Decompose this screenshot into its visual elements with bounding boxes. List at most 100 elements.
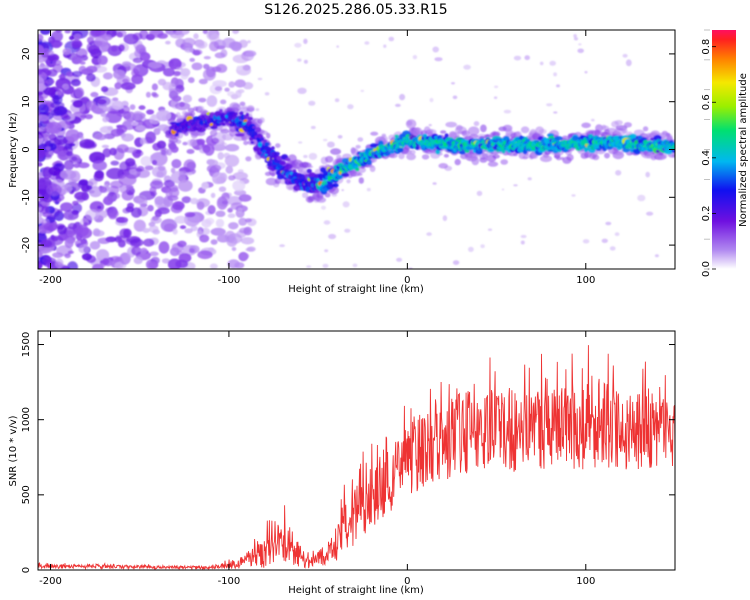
heatmap-cell	[210, 227, 226, 236]
heatmap-cell	[238, 194, 252, 202]
heatmap-cell	[546, 103, 553, 107]
heatmap-cell	[170, 204, 183, 214]
heatmap-cell	[38, 44, 44, 54]
heatmap-cell	[548, 149, 554, 152]
heatmap-cell	[323, 220, 331, 225]
heatmap-cell	[297, 58, 302, 62]
heatmap-cell	[188, 77, 195, 84]
heatmap-cell	[74, 191, 87, 200]
heatmap-cell	[151, 114, 157, 120]
heatmap-cell	[62, 48, 72, 55]
heatmap-cell	[55, 30, 62, 34]
heatmap-cell	[89, 241, 101, 250]
heatmap-cell	[495, 131, 501, 137]
heatmap-cell	[120, 82, 136, 90]
heatmap-cell	[150, 216, 162, 224]
heatmap-cell	[220, 99, 227, 105]
heatmap-cell	[172, 228, 178, 235]
heatmap-cell	[145, 131, 157, 144]
heatmap-cell	[38, 162, 43, 167]
heatmap-cell	[228, 81, 236, 88]
heatmap-cell	[233, 112, 238, 116]
heatmap-cell	[306, 165, 314, 169]
heatmap-cell	[113, 193, 121, 199]
heatmap-cell	[118, 239, 126, 248]
heatmap-cell	[501, 188, 505, 191]
heatmap-cell	[622, 53, 628, 58]
heatmap-cell	[221, 142, 227, 146]
heatmap-cell	[279, 160, 286, 166]
heatmap-cell	[161, 258, 171, 264]
heatmap-cell	[131, 74, 144, 85]
heatmap-cell	[328, 233, 337, 240]
spectrogram-ylabel: Frequency (Hz)	[8, 112, 19, 188]
heatmap-cell	[210, 239, 218, 245]
heatmap-cell	[143, 238, 155, 247]
heatmap-cell	[451, 82, 455, 85]
heatmap-cell	[38, 33, 44, 42]
heatmap-cell	[236, 65, 242, 71]
heatmap-cell	[468, 126, 480, 136]
heatmap-cell	[55, 258, 64, 269]
heatmap-cell	[228, 175, 236, 181]
heatmap-cell	[471, 156, 480, 166]
spectrogram-heatmap	[38, 30, 675, 269]
heatmap-cell	[189, 138, 197, 147]
heatmap-cell	[202, 144, 211, 154]
y-tick-label: -20	[21, 237, 32, 253]
heatmap-cell	[112, 97, 119, 102]
heatmap-cell	[65, 129, 80, 142]
heatmap-cell	[184, 212, 196, 218]
heatmap-cell	[101, 144, 110, 149]
heatmap-cell	[210, 192, 216, 198]
heatmap-cell	[211, 164, 222, 172]
heatmap-cell	[336, 45, 340, 48]
heatmap-cell	[38, 133, 44, 139]
heatmap-cell	[240, 237, 255, 245]
heatmap-cell	[169, 247, 180, 257]
heatmap-cell	[121, 61, 132, 67]
heatmap-cell	[196, 198, 210, 208]
heatmap-cell	[168, 60, 174, 64]
heatmap-cell	[247, 40, 251, 44]
heatmap-cell	[360, 89, 365, 93]
heatmap-cell	[230, 41, 242, 52]
heatmap-cell	[571, 194, 576, 197]
heatmap-cell	[244, 218, 252, 223]
heatmap-cell	[170, 170, 186, 184]
heatmap-cell	[212, 172, 226, 185]
heatmap-cell	[255, 108, 260, 112]
heatmap-cell	[67, 250, 74, 254]
heatmap-cell	[151, 83, 158, 91]
heatmap-cell	[637, 194, 646, 202]
heatmap-cell	[105, 110, 122, 124]
heatmap-cell	[71, 41, 83, 48]
heatmap-cell	[43, 222, 58, 231]
heatmap-cell	[131, 121, 139, 126]
heatmap-cell	[63, 115, 71, 121]
heatmap-cell	[119, 183, 130, 194]
heatmap-cell	[277, 173, 285, 180]
heatmap-cell	[264, 142, 270, 146]
heatmap-cell	[197, 250, 213, 260]
heatmap-cell	[86, 100, 97, 111]
heatmap-cell	[38, 146, 46, 160]
heatmap-cell	[443, 153, 449, 158]
y-tick-label: 0	[21, 146, 32, 152]
heatmap-cell	[174, 132, 179, 137]
heatmap-cell	[591, 118, 595, 122]
heatmap-cell	[399, 93, 406, 101]
heatmap-cell	[79, 135, 85, 141]
heatmap-cell	[211, 66, 222, 72]
heatmap-cell	[445, 121, 458, 128]
heatmap-cell	[577, 48, 584, 54]
heatmap-cell	[46, 121, 62, 134]
heatmap-cell	[46, 183, 62, 197]
heatmap-cell	[323, 138, 328, 142]
heatmap-cell	[231, 247, 237, 251]
heatmap-cell	[83, 222, 89, 227]
heatmap-cell	[227, 213, 236, 218]
heatmap-cell	[97, 237, 111, 244]
heatmap-cell	[421, 154, 430, 160]
heatmap-cell	[344, 228, 351, 233]
